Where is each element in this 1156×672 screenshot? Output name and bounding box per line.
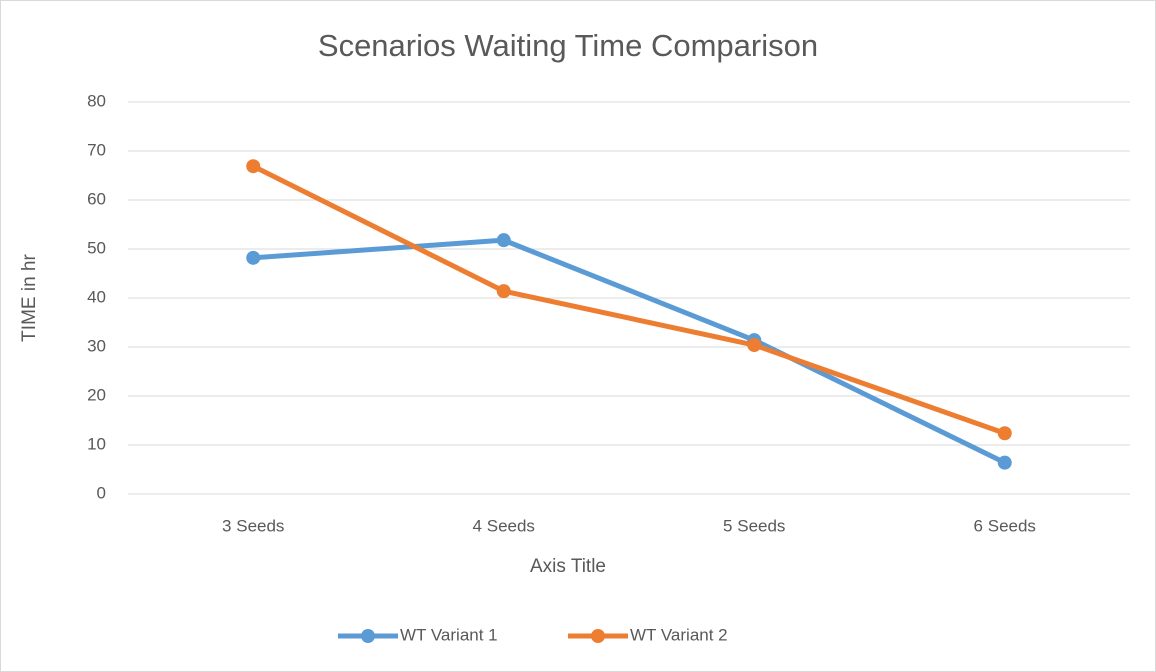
y-tick-label: 10 (87, 434, 106, 453)
y-tick-label: 0 (97, 483, 106, 502)
legend-marker (591, 629, 605, 643)
data-point (997, 455, 1012, 470)
y-tick-label: 30 (87, 336, 106, 355)
x-tick-label: 3 Seeds (222, 516, 284, 535)
data-point (747, 338, 762, 353)
y-tick-label: 20 (87, 385, 106, 404)
y-tick-label: 70 (87, 140, 106, 159)
legend-marker (361, 629, 375, 643)
chart-title: Scenarios Waiting Time Comparison (318, 28, 818, 63)
series-line (250, 237, 1008, 466)
data-point (997, 426, 1012, 441)
y-tick-label: 50 (87, 238, 106, 257)
x-tick-label: 5 Seeds (723, 516, 785, 535)
data-point (246, 250, 261, 265)
data-point (246, 159, 261, 174)
data-point (496, 284, 511, 299)
x-tick-label: 6 Seeds (974, 516, 1036, 535)
y-tick-label: 80 (87, 91, 106, 110)
y-axis-title: TIME in hr (19, 254, 40, 342)
data-point (496, 233, 511, 248)
series-line (250, 163, 1008, 436)
x-axis-title: Axis Title (530, 556, 606, 577)
legend-label: WT Variant 1 (400, 625, 498, 644)
y-tick-label: 60 (87, 189, 106, 208)
y-tick-label: 40 (87, 287, 106, 306)
x-tick-label: 4 Seeds (473, 516, 535, 535)
legend-label: WT Variant 2 (630, 625, 728, 644)
